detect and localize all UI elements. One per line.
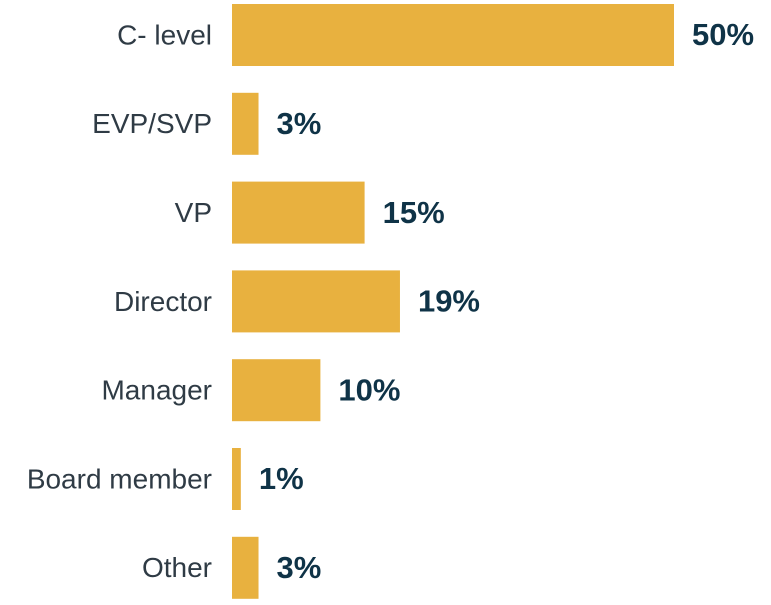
value-label: 50% xyxy=(692,17,754,52)
value-label: 10% xyxy=(338,372,400,407)
value-label: 3% xyxy=(277,106,322,141)
bar xyxy=(232,536,259,599)
category-label: EVP/SVP xyxy=(92,108,212,139)
bar xyxy=(232,359,321,422)
value-label: 3% xyxy=(277,550,322,585)
category-label: Board member xyxy=(27,463,212,494)
bar xyxy=(232,92,259,155)
bar xyxy=(232,4,674,66)
bar xyxy=(232,181,365,244)
bar xyxy=(232,448,241,510)
category-label: C- level xyxy=(117,19,212,50)
value-label: 1% xyxy=(259,461,304,496)
category-label: Manager xyxy=(101,375,212,406)
value-label: 19% xyxy=(418,284,480,319)
category-label: VP xyxy=(175,197,212,228)
bar xyxy=(232,270,400,333)
value-label: 15% xyxy=(383,195,445,230)
category-label: Other xyxy=(142,552,212,583)
category-label: Director xyxy=(114,286,212,317)
